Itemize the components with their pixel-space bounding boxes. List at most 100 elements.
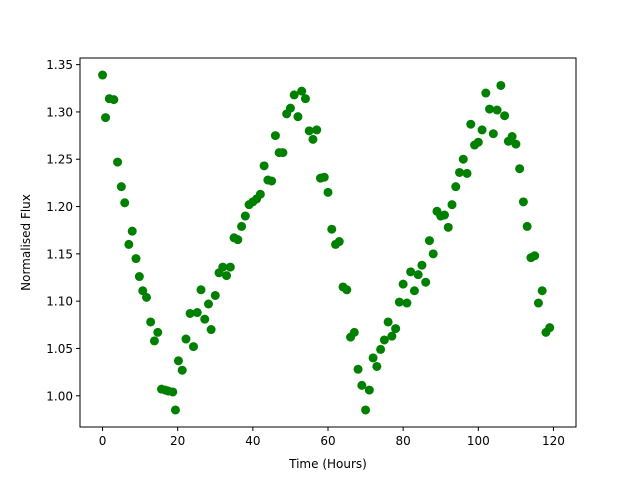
x-tick-label: 60: [320, 434, 335, 448]
data-point: [240, 211, 250, 221]
data-point: [131, 254, 141, 264]
data-point: [200, 314, 210, 324]
data-point: [537, 286, 547, 296]
data-point: [455, 167, 465, 177]
data-point: [342, 285, 352, 295]
y-tick-label: 1.15: [46, 247, 73, 261]
data-point: [233, 235, 243, 245]
data-point: [421, 277, 431, 287]
y-axis-ticks: 1.00 1.05 1.10 1.15 1.20 1.25 1.30 1.35: [46, 58, 80, 403]
data-point: [481, 88, 491, 98]
data-point: [285, 103, 295, 113]
data-point: [146, 317, 156, 327]
data-point: [127, 226, 137, 236]
data-point: [225, 262, 235, 272]
points-layer: [98, 70, 555, 415]
data-point: [173, 356, 183, 366]
data-point: [323, 187, 333, 197]
data-point: [376, 344, 386, 354]
data-point: [267, 176, 277, 186]
data-point: [319, 172, 329, 182]
data-point: [496, 80, 506, 90]
y-tick-label: 1.00: [46, 389, 73, 403]
x-axis-ticks: 0 20 40 60 80 100 120: [99, 427, 565, 448]
data-point: [138, 286, 148, 296]
plot-area: [80, 58, 576, 427]
data-point: [447, 200, 457, 210]
data-point: [488, 129, 498, 139]
data-point: [500, 111, 510, 121]
x-tick-label: 80: [396, 434, 411, 448]
data-point: [533, 298, 543, 308]
data-point: [349, 327, 359, 337]
data-point: [406, 267, 416, 277]
data-point: [204, 299, 214, 309]
y-tick-label: 1.35: [46, 58, 73, 72]
data-point: [120, 198, 130, 208]
data-point: [361, 405, 371, 415]
data-point: [327, 224, 337, 234]
data-point: [530, 251, 540, 261]
data-point: [109, 95, 119, 105]
data-point: [222, 271, 232, 281]
data-point: [522, 221, 532, 231]
data-point: [507, 132, 517, 142]
data-point: [485, 104, 495, 114]
x-tick-label: 40: [245, 434, 260, 448]
data-point: [511, 139, 521, 149]
data-point: [206, 325, 216, 335]
data-point: [387, 331, 397, 341]
data-point: [428, 249, 438, 259]
data-point: [196, 285, 206, 295]
y-axis-title: Normalised Flux: [19, 194, 33, 291]
data-point: [417, 260, 427, 270]
data-point: [113, 157, 123, 167]
data-point: [142, 292, 152, 302]
data-point: [188, 342, 198, 352]
data-point: [185, 308, 195, 318]
data-point: [379, 335, 389, 345]
data-point: [177, 365, 187, 375]
y-tick-label: 1.30: [46, 105, 73, 119]
data-point: [545, 323, 555, 333]
x-tick-label: 120: [542, 434, 565, 448]
data-point: [413, 270, 423, 280]
data-point: [308, 134, 318, 144]
data-point: [278, 148, 288, 158]
data-point: [304, 126, 314, 136]
data-point: [462, 168, 472, 178]
data-point: [289, 90, 299, 100]
data-point: [181, 334, 191, 344]
y-tick-label: 1.20: [46, 200, 73, 214]
data-point: [458, 154, 468, 164]
data-point: [259, 161, 269, 171]
data-point: [124, 239, 134, 249]
data-point: [515, 164, 525, 174]
data-point: [477, 125, 487, 135]
data-point: [134, 272, 144, 282]
data-point: [368, 353, 378, 363]
data-point: [210, 290, 220, 300]
data-point: [101, 113, 111, 123]
data-point: [402, 298, 412, 308]
data-point: [149, 336, 159, 346]
x-axis-title: Time (Hours): [288, 457, 367, 471]
data-point: [357, 380, 367, 390]
data-point: [394, 297, 404, 307]
data-point: [492, 105, 502, 115]
data-point: [153, 327, 163, 337]
data-point: [439, 210, 449, 220]
data-point: [237, 221, 247, 231]
data-point: [116, 182, 126, 192]
data-point: [218, 262, 228, 272]
y-tick-label: 1.05: [46, 342, 73, 356]
data-point: [170, 405, 180, 415]
x-tick-label: 0: [99, 434, 107, 448]
data-point: [409, 286, 419, 296]
data-point: [372, 361, 382, 371]
data-point: [168, 387, 178, 397]
data-point: [443, 222, 453, 232]
data-point: [364, 385, 374, 395]
x-tick-label: 20: [170, 434, 185, 448]
